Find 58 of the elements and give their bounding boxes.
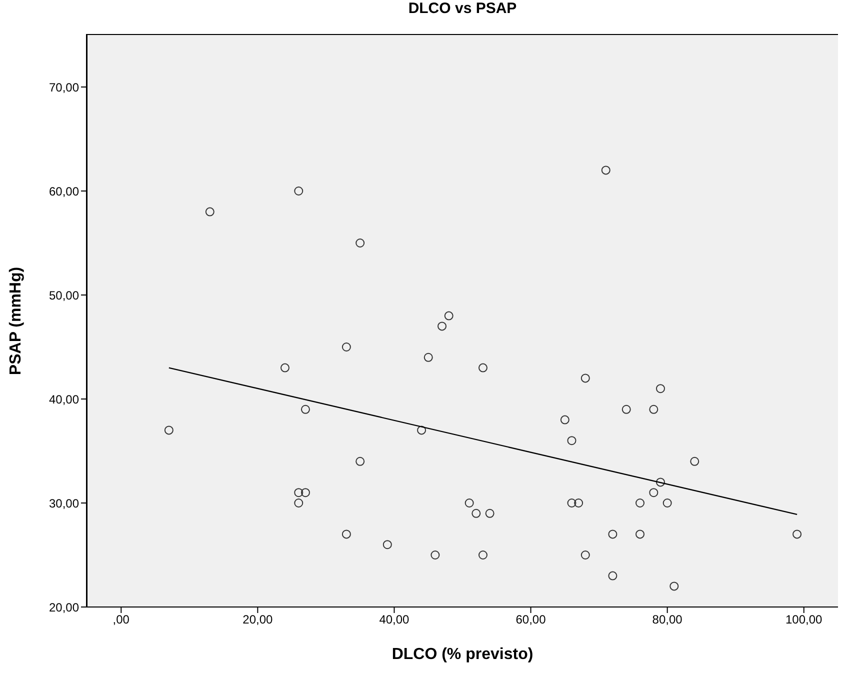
point — [356, 238, 365, 248]
point — [560, 415, 570, 424]
point — [342, 342, 351, 352]
point — [622, 404, 631, 414]
x-tick-label: 40,00 — [379, 612, 410, 627]
point — [424, 352, 433, 362]
point — [478, 363, 488, 372]
point — [656, 384, 665, 394]
x-tick-label: ,00 — [112, 612, 130, 627]
chart-title: DLCO vs PSAP — [407, 0, 518, 17]
y-tick-label: 20,00 — [48, 600, 80, 614]
point — [300, 404, 310, 414]
point — [438, 322, 447, 331]
point — [444, 311, 454, 320]
x-tick-label: 60,00 — [516, 612, 546, 627]
point — [485, 508, 494, 518]
point — [574, 498, 584, 508]
point — [636, 530, 645, 539]
point — [294, 498, 304, 508]
point — [608, 530, 618, 539]
point — [280, 363, 290, 372]
point — [164, 426, 174, 435]
y-tick-label: 40,00 — [48, 392, 80, 406]
y-axis-title: PSAP (mmHg) — [8, 266, 25, 376]
point — [294, 488, 304, 498]
point — [464, 498, 474, 508]
point — [601, 166, 610, 175]
point — [690, 456, 700, 466]
point — [205, 207, 214, 216]
point — [580, 550, 590, 560]
point — [430, 550, 440, 560]
x-axis-title: DLCO (% previsto) — [392, 646, 534, 663]
point — [342, 530, 351, 539]
point — [472, 508, 481, 518]
point — [294, 186, 304, 196]
point — [580, 374, 590, 383]
point — [649, 404, 658, 414]
y-tick-label: 70,00 — [48, 80, 80, 94]
x-tick-label: 100,00 — [786, 612, 823, 627]
point — [636, 498, 645, 508]
x-tick-label: 20,00 — [242, 612, 274, 627]
y-tick-label: 30,00 — [48, 496, 80, 510]
point — [662, 498, 672, 508]
point — [649, 488, 658, 498]
point — [567, 436, 576, 446]
point — [478, 550, 488, 560]
point — [300, 488, 310, 498]
y-tick-label: 60,00 — [48, 184, 80, 198]
point — [792, 530, 802, 539]
point — [608, 571, 618, 580]
point — [382, 540, 392, 550]
point — [417, 426, 426, 435]
point — [567, 498, 576, 508]
point — [656, 478, 665, 487]
y-tick-label: 50,00 — [48, 288, 80, 302]
point — [670, 582, 679, 591]
x-tick-label: 80,00 — [652, 612, 683, 627]
point — [356, 456, 365, 466]
